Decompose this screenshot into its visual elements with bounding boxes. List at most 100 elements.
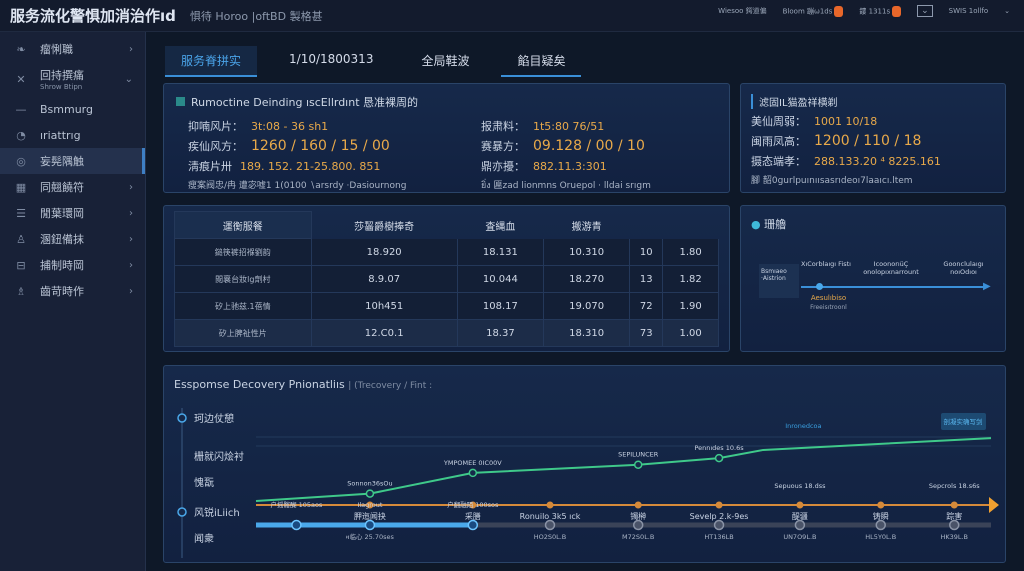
field-value: 1260 / 160 / 15 / 00 xyxy=(251,138,390,154)
progress-step[interactable] xyxy=(291,519,302,531)
field-value: 1200 / 110 / 18 xyxy=(814,133,922,149)
sidebar-item-4[interactable]: ◎ 妄髡隅触 xyxy=(0,148,145,174)
column-header: 査縄血 xyxy=(485,221,516,233)
flow-label: Goonclulaıgı noıOdıoı xyxy=(943,260,984,276)
field-label: 淸痕片卅 xyxy=(188,160,232,173)
table-cell: 鎚筷裤招褓劉韵 xyxy=(174,238,312,266)
card-title: Rumoctine Deinding ıscEllrdınt 恳准裸周的 xyxy=(176,94,717,110)
table-row[interactable]: 矽上驰兹.1蓓情 10h451 108.17 19.070 72 1.90 xyxy=(174,292,719,320)
table-cell: 1.00 xyxy=(662,319,719,347)
header-action-1[interactable]: Bloom 蹦ω1ds xyxy=(783,5,844,17)
sidebar-item-3[interactable]: ◔ ıriattrıg xyxy=(0,122,145,148)
status-icon xyxy=(176,97,185,106)
sidebar-item-5[interactable]: ▦ 同翹饒符 › xyxy=(0,174,145,200)
field-row: 闽雨凤高： 1200 / 110 / 18 xyxy=(751,133,995,149)
field-value: 3t:08 - 36 sh1 xyxy=(251,120,329,133)
chevron-down-icon[interactable]: ⌄ xyxy=(1004,7,1010,15)
header-action-2[interactable]: 鏤 1311s xyxy=(859,5,902,17)
field-value: 189. 152. 21-25.800. 851 xyxy=(240,160,381,173)
flow-title: 珊艪 xyxy=(764,218,787,231)
step-label-above: Ilagrout xyxy=(357,501,382,509)
header-action-0[interactable]: Wiesoo 鍔道偏 xyxy=(718,6,766,16)
step-label-below: UN7O9L.B xyxy=(783,533,816,541)
field-row: 鼎亦擾： 882.11.3:301 xyxy=(481,158,645,174)
step-label-above: 户摇髂醐 105aos xyxy=(271,500,323,509)
sidebar-item-8[interactable]: ⊟ 捕制時岡 › xyxy=(0,252,145,278)
tab-2[interactable]: 全局鞋波 xyxy=(421,54,470,68)
chevron-icon: › xyxy=(129,285,133,297)
sidebar-item-9[interactable]: ♗ 齒苛時作 › xyxy=(0,278,145,304)
table-cell: 8.9.07 xyxy=(310,265,458,293)
sidebar-item-0[interactable]: ❧ 瘤悧職 › xyxy=(0,36,145,62)
progress-step[interactable] xyxy=(713,519,725,531)
tab-0[interactable]: 服务脊拼实 xyxy=(165,46,258,77)
field-value: 882.11.3:301 xyxy=(533,160,607,173)
sidebar-item-2[interactable]: — Bsmmurg xyxy=(0,96,145,122)
sidebar-item-label: 同翹饒符 xyxy=(40,181,84,194)
progress-step[interactable] xyxy=(467,519,479,531)
progress-step[interactable] xyxy=(794,519,806,531)
table-row[interactable]: 矽上脾祉性片 12.C0.1 18.37 18.310 73 1.00 xyxy=(174,319,719,347)
progress-step[interactable] xyxy=(632,519,644,531)
orange-point[interactable] xyxy=(546,501,554,509)
orange-point[interactable] xyxy=(796,501,804,509)
sidebar-item-text: 同翹饒符 xyxy=(40,179,84,195)
field-value: 1t5:80 76/51 xyxy=(533,120,605,133)
sidebar-item-1[interactable]: ✕ 回持撰痛 Shrow Btipn ⌄ xyxy=(0,62,145,96)
app-subtitle: 惧待 Horoo |oftBD 製格甚 xyxy=(189,9,323,23)
orange-point-label: Sevelp 2.k-9es xyxy=(690,512,749,521)
progress-step[interactable] xyxy=(364,519,376,531)
tab-bar: 服务脊拼实 1/10/1800313 全局鞋波 餡目疑矣 xyxy=(165,46,597,77)
table-row[interactable]: 鎚筷裤招褓劉韵 18.920 18.131 10.310 10 1.80 xyxy=(174,238,719,266)
cross-icon: ✕ xyxy=(16,72,26,86)
progress-step[interactable] xyxy=(949,519,960,531)
field-row: 淸痕片卅 189. 152. 21-25.800. 851 xyxy=(188,158,481,174)
sidebar-item-text: 回持撰痛 Shrow Btipn xyxy=(40,67,84,91)
box-icon: ⊟ xyxy=(16,258,26,272)
step-label-below: HK39L.B xyxy=(940,533,968,541)
sidebar: ❧ 瘤悧職 › ✕ 回持撰痛 Shrow Btipn ⌄ — Bsmmurg ◔ ıriattrıg… xyxy=(0,32,146,571)
green-point[interactable] xyxy=(633,460,643,469)
orange-point[interactable] xyxy=(715,501,723,509)
app-title: 服务流化警惧加消治作ıd xyxy=(10,7,176,25)
main-content: 服务脊拼实 1/10/1800313 全局鞋波 餡目疑矣 Rumoctine Dein… xyxy=(147,32,1024,571)
step-label-below: HO2S0L.B xyxy=(534,533,567,541)
column-header xyxy=(663,212,719,239)
right-fields: 报肃料： 1t5:80 76/51 赛暴方： 09.128 / 00 / 10 鼎亦擾：… xyxy=(481,114,645,174)
green-point[interactable] xyxy=(468,468,478,478)
sidebar-item-label: 閒葉環岡 xyxy=(40,207,84,220)
green-point-label: Pennıdes 10.6s xyxy=(694,444,744,452)
sidebar-item-sub: Shrow Btipn xyxy=(40,83,83,91)
orange-point[interactable] xyxy=(634,501,642,509)
flow-source-box: Bsmıaeo ·Aistrion xyxy=(759,264,799,298)
tab-3[interactable]: 餡目疑矣 xyxy=(501,46,582,77)
action-button[interactable] xyxy=(941,413,986,430)
green-point[interactable] xyxy=(365,489,375,498)
flow-header: ● 珊艪 xyxy=(751,216,786,232)
orange-point[interactable] xyxy=(877,501,885,509)
field-row: 报肃料： 1t5:80 76/51 xyxy=(481,118,645,134)
field-row: 摄态端孝： 288.133.20 ⁴ 8225.161 xyxy=(751,153,995,169)
table-cell: 18.131 xyxy=(456,238,545,266)
header-action-3[interactable]: ⌄ xyxy=(917,5,933,17)
field-label: 鼎亦擾： xyxy=(481,160,525,173)
table-cell: 10 xyxy=(629,238,664,266)
sidebar-item-6[interactable]: ☰ 閒葉環岡 › xyxy=(0,200,145,226)
orange-point[interactable] xyxy=(366,501,374,509)
orange-point[interactable] xyxy=(469,501,477,509)
fields: 美仙周弱： 1001 10/18 闽雨凤高： 1200 / 110 / 18 摄态端孝：… xyxy=(751,113,995,169)
sidebar-item-7[interactable]: ♙ 溷鈕備抹 › xyxy=(0,226,145,252)
progress-step[interactable] xyxy=(875,519,886,531)
metrics-table-card: 運衡服餐 莎齧爵樹捧奇 査縄血 搬游青 鎚筷裤招褓劉韵 18.920 18.131 10.31… xyxy=(163,205,730,352)
field-label: 赛暴方： xyxy=(481,140,525,153)
table-cell: 10.044 xyxy=(456,265,545,293)
orange-point-label: 醍疆 xyxy=(792,512,808,521)
timeline-subtitle: | (Trecovery / Fint : xyxy=(348,381,433,391)
progress-step[interactable] xyxy=(544,519,556,531)
green-point[interactable] xyxy=(714,453,724,463)
table-row[interactable]: 閲襄台妝lg劑村 8.9.07 10.044 18.270 13 1.82 xyxy=(174,265,719,293)
notification-badge xyxy=(834,5,844,17)
header-action-4[interactable]: SWIS 1ollfo xyxy=(949,7,988,15)
tab-1[interactable]: 1/10/1800313 xyxy=(289,52,374,66)
orange-point[interactable] xyxy=(950,501,958,509)
